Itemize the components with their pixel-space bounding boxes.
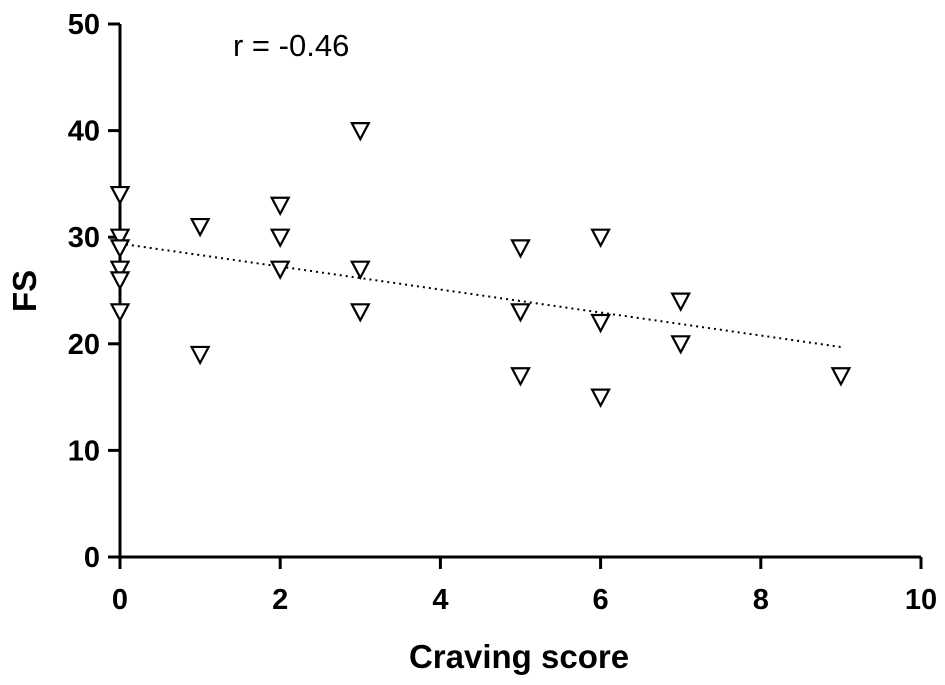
data-point	[109, 239, 131, 259]
data-point	[590, 228, 611, 249]
x-tick-label: 8	[753, 584, 769, 616]
data-point	[510, 239, 531, 259]
trendline	[119, 242, 842, 348]
data-point	[109, 260, 131, 281]
data-point	[510, 367, 531, 387]
data-point	[670, 292, 692, 313]
data-point	[189, 345, 211, 366]
data-point	[349, 260, 371, 281]
data-point	[109, 303, 131, 323]
trendline-layer	[119, 242, 842, 348]
data-point	[269, 260, 291, 281]
data-point	[670, 335, 692, 355]
data-point	[510, 303, 531, 323]
x-tick-label: 0	[112, 584, 128, 616]
x-tick-label: 10	[905, 584, 937, 616]
x-tick-label: 2	[272, 584, 288, 616]
data-point	[349, 303, 371, 323]
data-point	[269, 228, 291, 249]
data-point	[590, 388, 611, 408]
y-tick-label: 50	[68, 9, 100, 41]
data-point	[830, 367, 852, 387]
data-point	[109, 271, 131, 291]
x-tick-label: 6	[593, 584, 609, 616]
data-point	[269, 196, 291, 217]
y-tick-label: 20	[68, 329, 100, 361]
data-point	[349, 122, 371, 142]
y-tick-label: 40	[68, 116, 100, 148]
data-point	[590, 313, 611, 334]
y-tick-label: 10	[68, 435, 100, 467]
y-axis-title: FS	[6, 270, 43, 312]
x-tick-label: 4	[432, 584, 448, 616]
data-point	[109, 185, 131, 206]
x-axis-title: Craving score	[409, 638, 629, 675]
data-point	[189, 217, 211, 238]
axes: 0 2 4 6 8 10 0 10 20 30 40 50	[68, 9, 937, 616]
points-layer	[109, 122, 852, 408]
y-tick-label: 0	[84, 542, 100, 574]
y-tick-label: 30	[68, 222, 100, 254]
correlation-annotation: r = -0.46	[233, 28, 349, 63]
data-point	[109, 228, 131, 249]
